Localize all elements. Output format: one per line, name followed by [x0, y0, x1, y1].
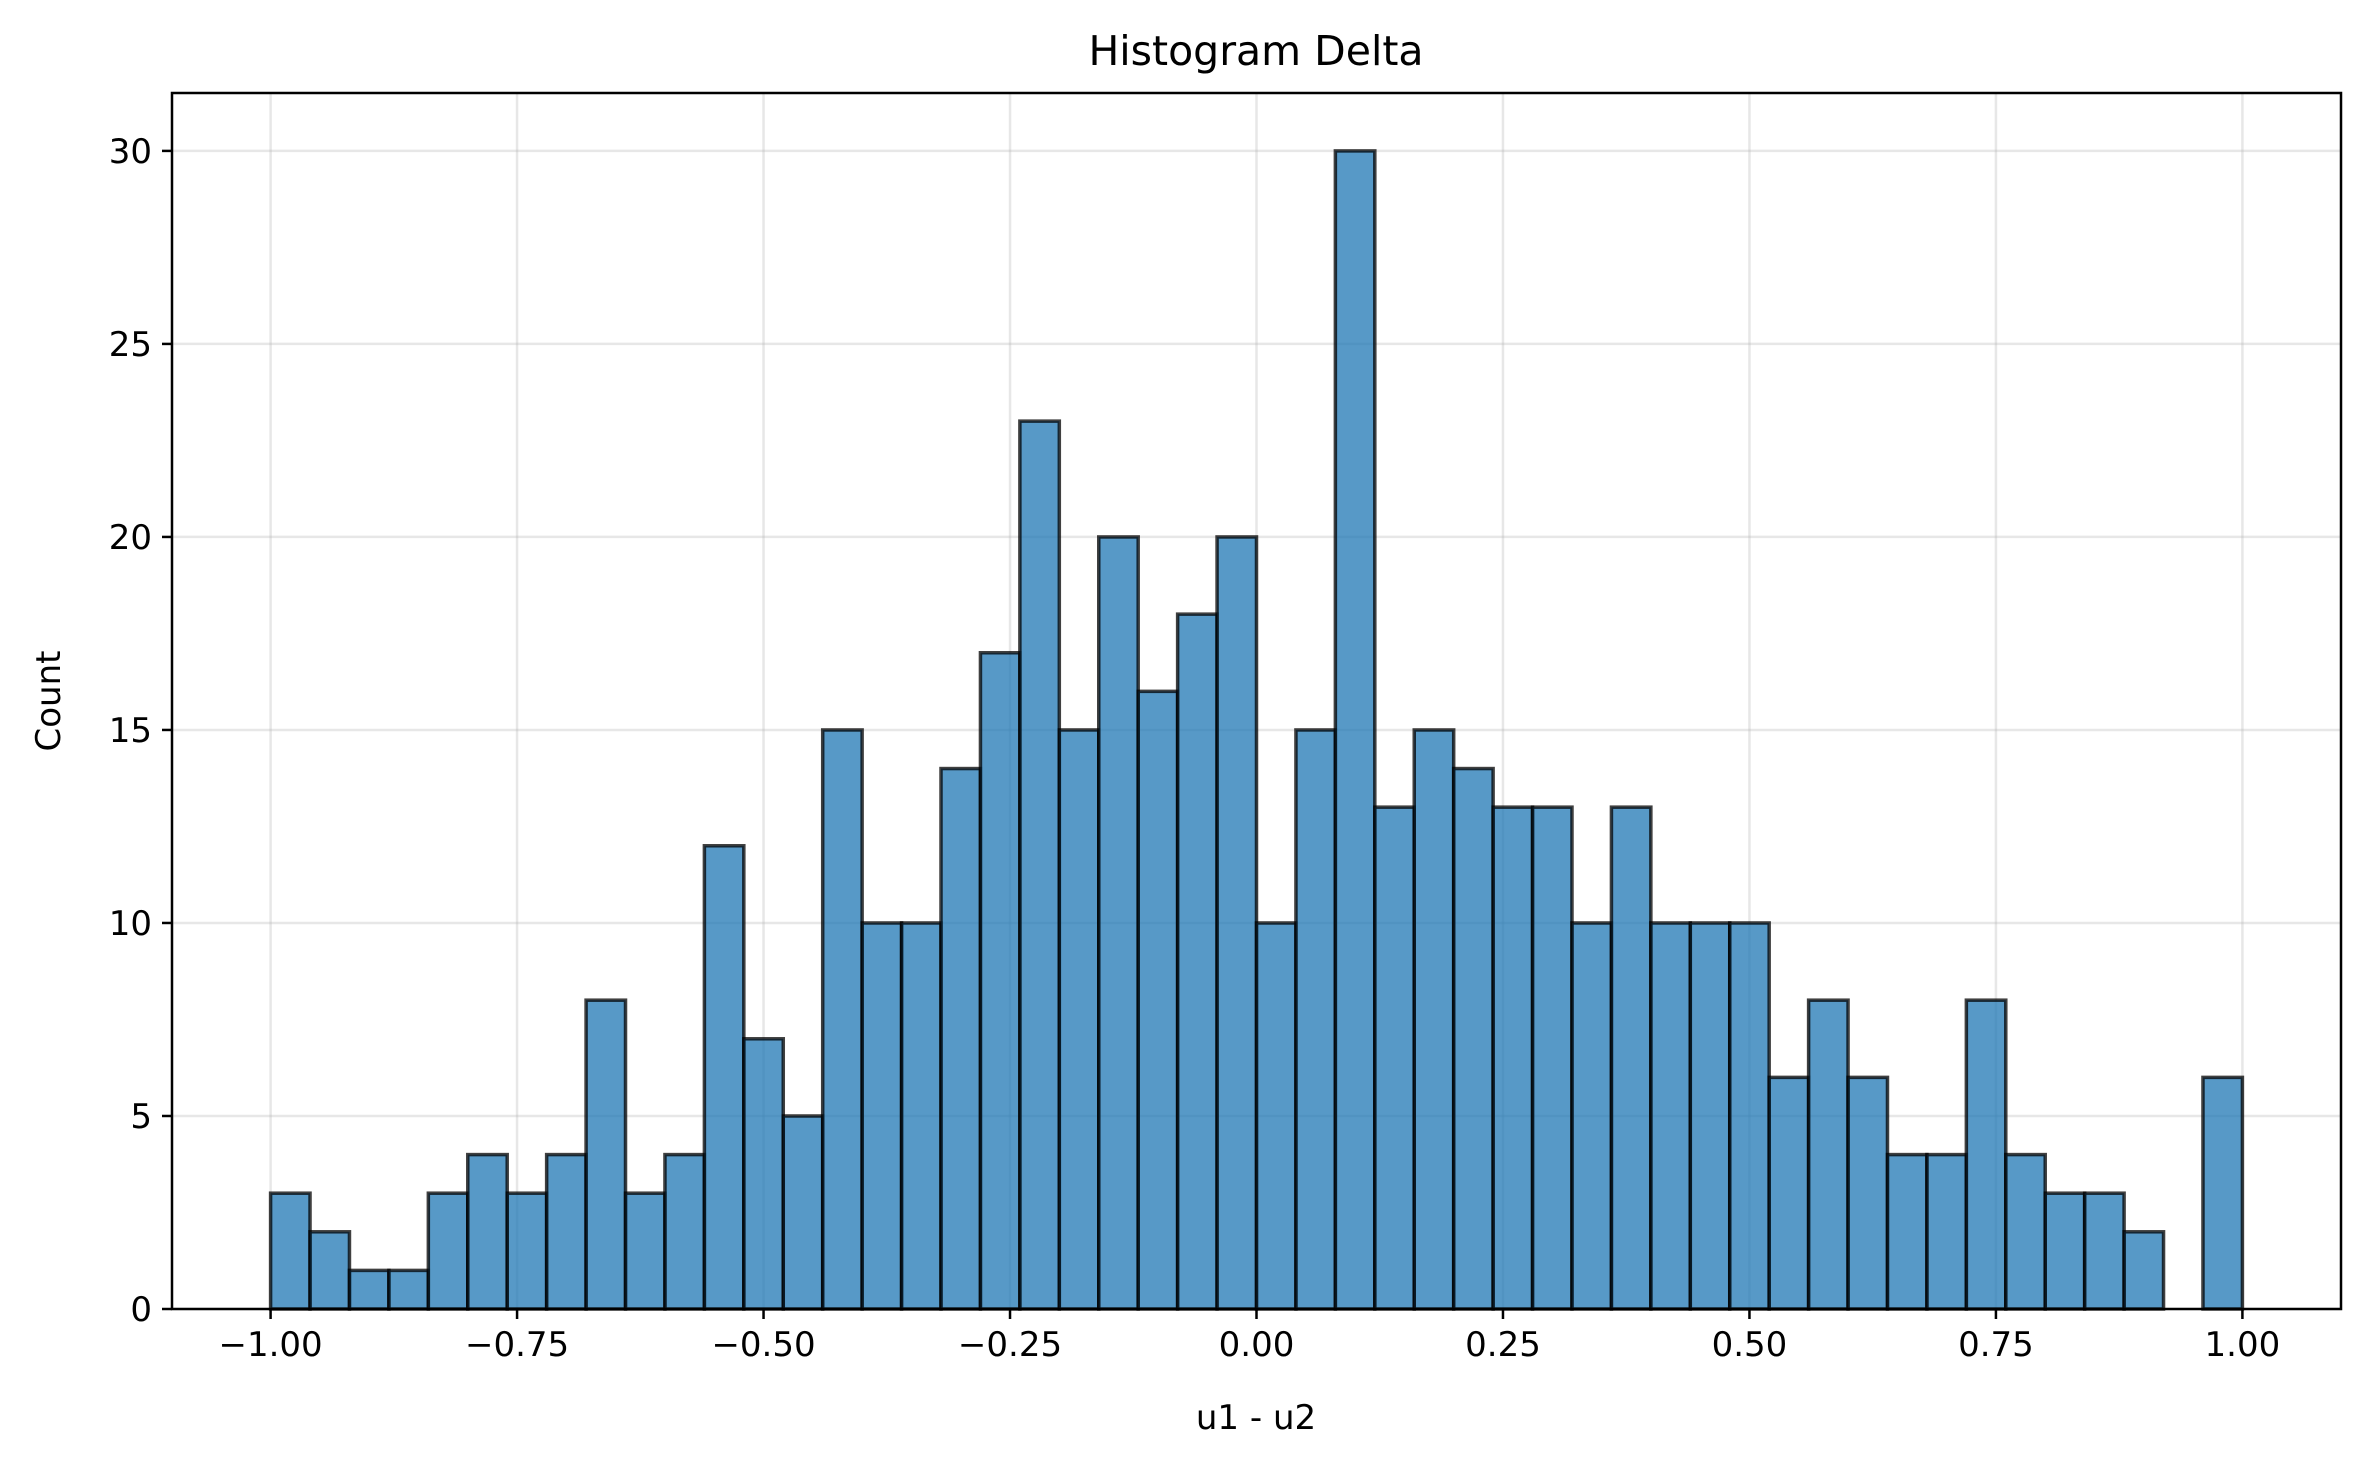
histogram-bar	[2082, 1191, 2126, 1311]
histogram-bar	[899, 921, 943, 1311]
histogram-bar	[1018, 419, 1062, 1311]
histogram-bar	[1964, 998, 2008, 1311]
x-axis-ticks: −1.00 −0.75 −0.50 −0.25 0.00 0.25 0.50 0.75 1.00	[218, 1309, 2280, 1365]
histogram-bar	[623, 1191, 667, 1311]
histogram-bar	[1649, 921, 1693, 1311]
histogram-bar	[1294, 728, 1338, 1311]
histogram-bar	[860, 921, 904, 1311]
histogram-bar	[1057, 728, 1101, 1311]
histogram-bar	[1136, 689, 1180, 1311]
histogram-bar	[1767, 1075, 1811, 1311]
histogram-bar	[1570, 921, 1614, 1311]
y-axis-label: Count	[29, 651, 69, 752]
histogram-bar	[1806, 998, 1850, 1311]
histogram-bar	[347, 1268, 391, 1311]
x-tick-label: 0.25	[1465, 1325, 1541, 1365]
histogram-bar	[2122, 1230, 2166, 1311]
histogram-bar	[505, 1191, 549, 1311]
x-tick-label: −0.75	[465, 1325, 569, 1365]
x-tick-label: −0.50	[711, 1325, 815, 1365]
histogram-bar	[544, 1152, 588, 1311]
histogram-bar	[1412, 728, 1456, 1311]
x-tick-label: 1.00	[2205, 1325, 2281, 1365]
histogram-bar	[2201, 1075, 2245, 1311]
histogram-bar	[466, 1152, 509, 1311]
histogram-bar	[820, 728, 864, 1311]
histogram-bar	[308, 1230, 352, 1311]
histogram-bar	[2004, 1152, 2047, 1311]
histogram-bar	[1530, 805, 1574, 1311]
x-tick-label: 0.00	[1219, 1325, 1295, 1365]
histogram-bar	[1491, 805, 1535, 1311]
histogram-bar	[1333, 149, 1377, 1311]
histogram-bar	[2043, 1191, 2087, 1311]
histogram-bar	[1609, 805, 1653, 1311]
histogram-bar	[1925, 1152, 1969, 1311]
histogram-bar	[1254, 921, 1298, 1311]
bars-layer	[268, 149, 2245, 1311]
y-tick-label: 0	[130, 1290, 152, 1330]
x-axis-label: u1 - u2	[1196, 1398, 1316, 1438]
histogram-bar	[1215, 535, 1259, 1311]
y-tick-label: 25	[109, 325, 152, 365]
histogram-bar	[742, 1037, 786, 1311]
chart-title: Histogram Delta	[1088, 27, 1423, 75]
histogram-bar	[268, 1191, 312, 1311]
histogram-bar	[1727, 921, 1771, 1311]
histogram-bar	[1097, 535, 1140, 1311]
histogram-bar	[1175, 612, 1219, 1311]
histogram-bar	[387, 1268, 431, 1311]
histogram-bar	[663, 1152, 707, 1311]
histogram-bar	[1451, 766, 1495, 1311]
y-axis-ticks: 0 5 10 15 20 25 30	[109, 132, 172, 1330]
histogram-bar	[1846, 1075, 1890, 1311]
x-tick-label: 0.50	[1712, 1325, 1788, 1365]
x-tick-label: 0.75	[1958, 1325, 2034, 1365]
histogram-bar	[584, 998, 628, 1311]
histogram-bar	[978, 650, 1022, 1311]
y-tick-label: 5	[130, 1097, 152, 1137]
x-tick-label: −0.25	[958, 1325, 1062, 1365]
histogram-bar	[939, 766, 983, 1311]
histogram-bar	[781, 1114, 825, 1311]
y-tick-label: 15	[109, 711, 152, 751]
histogram-bar	[1885, 1152, 1929, 1311]
histogram-bar	[426, 1191, 470, 1311]
histogram-bar	[1688, 921, 1732, 1311]
y-tick-label: 20	[109, 518, 152, 558]
y-tick-label: 30	[109, 132, 152, 172]
y-tick-label: 10	[109, 904, 152, 944]
histogram-bar	[1373, 805, 1416, 1311]
x-tick-label: −1.00	[218, 1325, 322, 1365]
histogram-bar	[702, 844, 746, 1311]
